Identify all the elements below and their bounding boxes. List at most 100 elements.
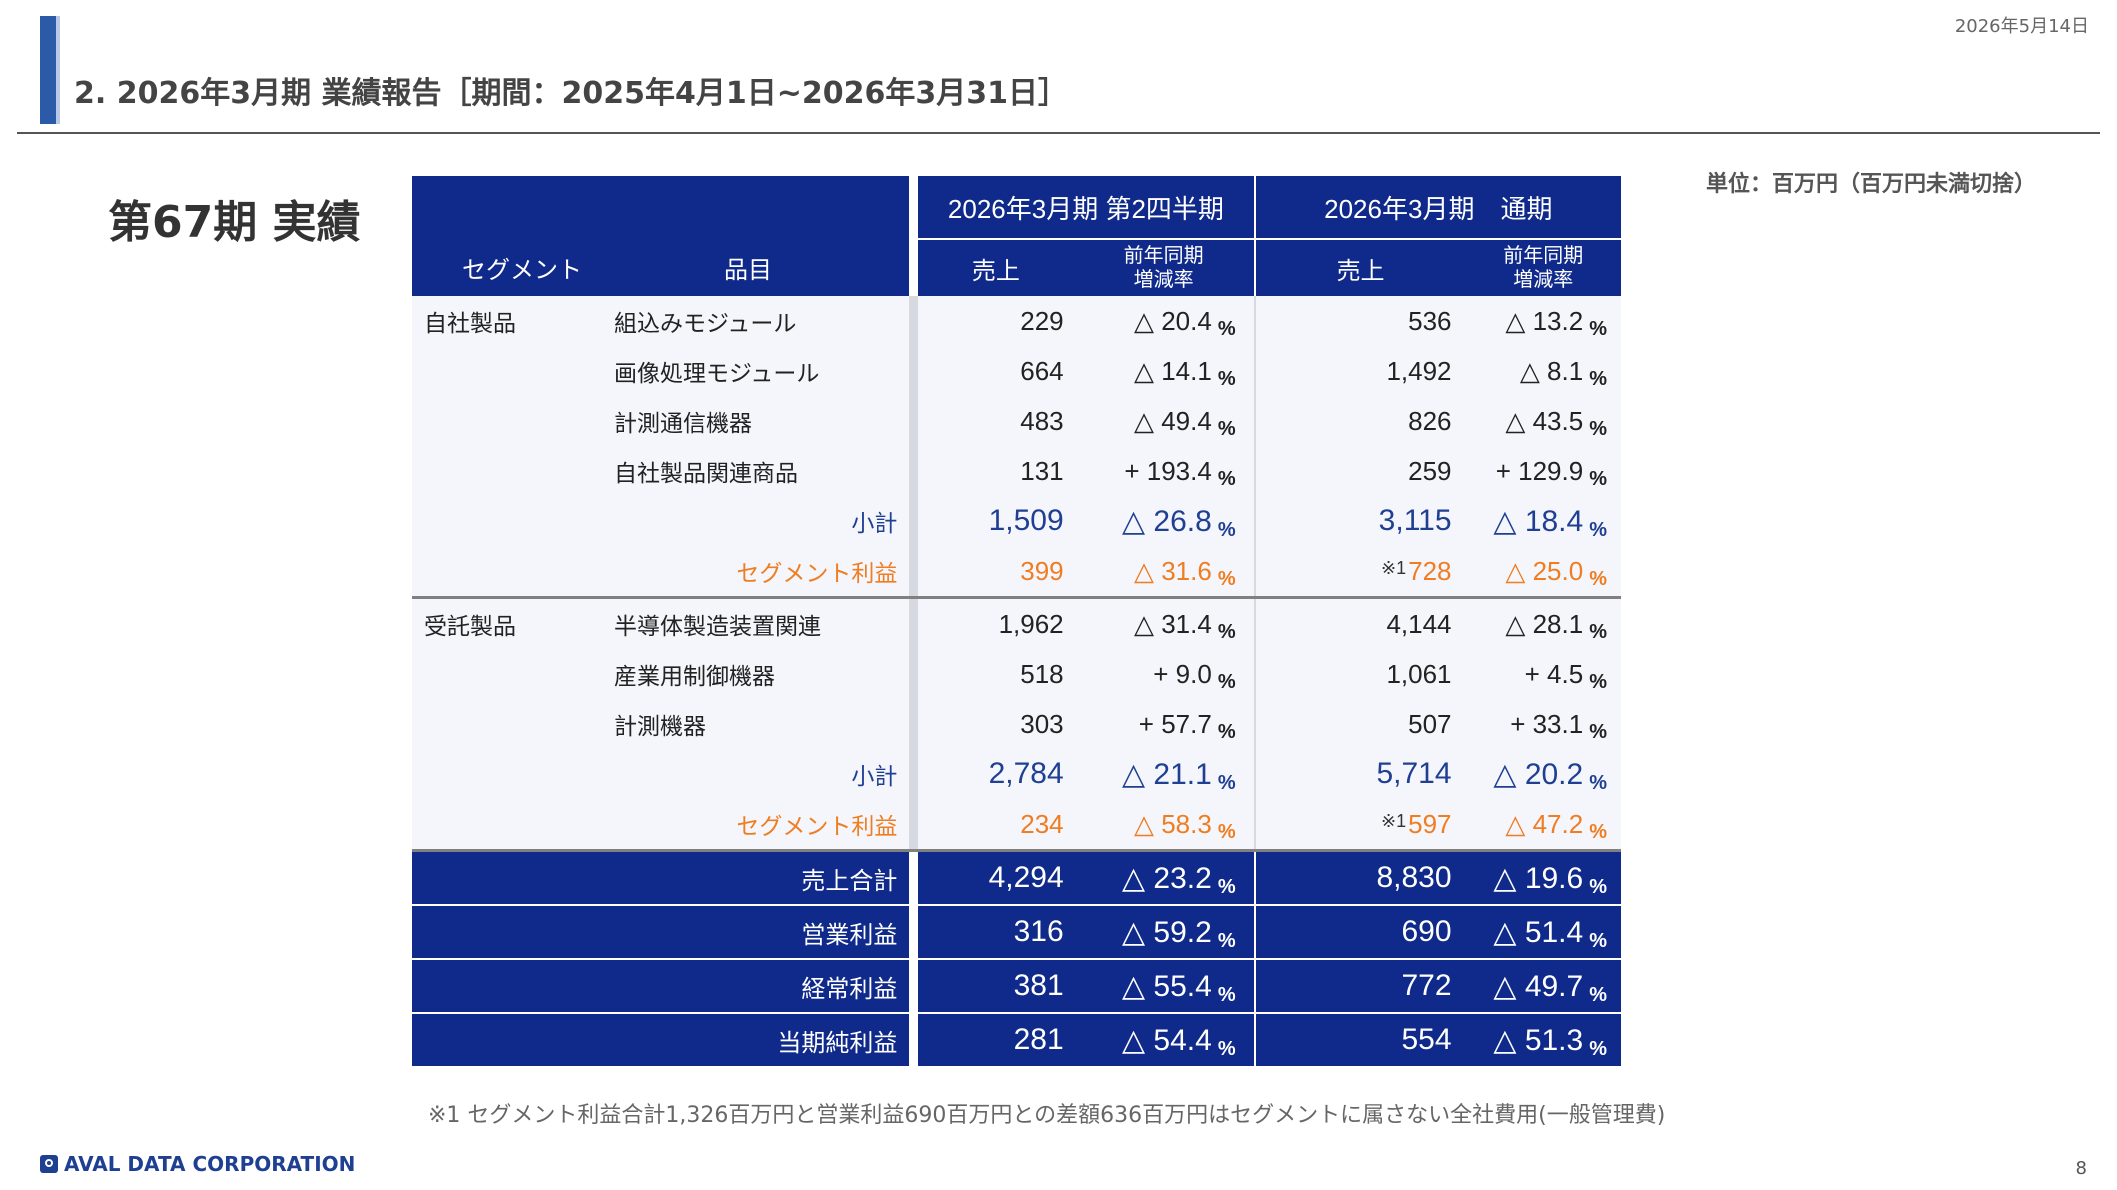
column-separator — [909, 396, 919, 446]
q2-yoy: △ 59.2% — [1073, 904, 1255, 959]
full-sales: 536 — [1253, 296, 1466, 346]
q2-sales: 518 — [918, 649, 1074, 699]
item-name: 自社製品関連商品 — [614, 446, 910, 496]
q2-yoy: △ 55.4% — [1073, 958, 1255, 1013]
q2-yoy: △ 58.3% — [1073, 799, 1255, 852]
q2-yoy: △ 23.2% — [1073, 849, 1255, 905]
full-sales: 4,144 — [1253, 597, 1466, 649]
percent-sign: % — [1217, 875, 1236, 898]
report-date: 2026年5月14日 — [1954, 16, 2089, 37]
q2-yoy: + 9.0% — [1073, 649, 1255, 699]
column-separator — [909, 496, 919, 546]
column-separator — [909, 699, 919, 749]
percent-sign: % — [1589, 670, 1607, 693]
q2-sales: 381 — [918, 958, 1074, 1013]
q2-yoy: △ 49.4% — [1073, 396, 1255, 446]
header-sales-full: 売上 — [1253, 238, 1466, 296]
header-item: 品目 — [614, 239, 910, 296]
segment-profit-label: セグメント利益 — [614, 799, 910, 852]
full-sales: 1,061 — [1253, 649, 1466, 699]
percent-sign: % — [1589, 367, 1607, 390]
percent-sign: % — [1217, 670, 1236, 693]
percent-sign: % — [1217, 620, 1236, 643]
column-separator — [909, 546, 919, 599]
total-label: 当期純利益 — [412, 1012, 910, 1066]
subtotal-label: 小計 — [614, 749, 910, 799]
column-separator — [909, 904, 919, 959]
column-separator — [909, 799, 919, 852]
table-row: 計測通信機器 483 △ 49.4% 826 △ 43.5% — [412, 396, 1621, 446]
column-separator — [909, 849, 919, 905]
subtotal-row: 小計 1,509 △ 26.8% 3,115 △ 18.4% — [412, 496, 1621, 546]
header-segment: セグメント — [412, 239, 615, 296]
q2-yoy: + 57.7% — [1073, 699, 1255, 749]
table-header-periods: 2026年3月期 第2四半期 2026年3月期 通期 — [412, 176, 1621, 239]
percent-sign: % — [1589, 317, 1607, 340]
table-row: 自社製品 組込みモジュール 229 △ 20.4% 536 △ 13.2% — [412, 296, 1621, 599]
full-yoy: △ 25.0% — [1465, 546, 1621, 599]
column-separator — [909, 446, 919, 496]
q2-sales: 2,784 — [918, 749, 1074, 799]
percent-sign: % — [1217, 1037, 1236, 1060]
results-table: 2026年3月期 第2四半期 2026年3月期 通期 セグメント 品目 売上 前… — [412, 176, 1621, 1066]
total-label: 営業利益 — [412, 904, 910, 959]
q2-sales: 483 — [918, 396, 1074, 446]
segment-profit-row: セグメント利益 399 △ 31.6% ※1728 △ 25.0% — [412, 546, 1621, 599]
header-period-full: 2026年3月期 通期 — [1253, 176, 1621, 239]
footnote-mark: ※1 — [1381, 557, 1407, 578]
percent-sign: % — [1589, 929, 1607, 952]
q2-sales: 4,294 — [918, 849, 1074, 905]
q2-sales: 281 — [918, 1012, 1074, 1066]
q2-sales: 303 — [918, 699, 1074, 749]
table-row: 計測機器 303 + 57.7% 507 + 33.1% — [412, 699, 1621, 749]
full-yoy: △ 28.1% — [1465, 597, 1621, 649]
title-accent-bar — [40, 16, 56, 124]
full-sales: 5,714 — [1253, 749, 1466, 799]
percent-sign: % — [1589, 820, 1607, 843]
header-yoy-q2: 前年同期 増減率 — [1073, 238, 1255, 296]
q2-sales: 399 — [918, 546, 1074, 599]
percent-sign: % — [1589, 1037, 1607, 1060]
full-sales: ※1728 — [1253, 546, 1466, 599]
percent-sign: % — [1589, 983, 1607, 1006]
q2-sales: 1,962 — [918, 597, 1074, 649]
full-yoy: △ 18.4% — [1465, 496, 1621, 546]
header-yoy-full: 前年同期 増減率 — [1465, 238, 1621, 296]
percent-sign: % — [1589, 567, 1607, 590]
column-separator — [909, 346, 919, 396]
column-separator — [909, 296, 919, 346]
full-sales: 772 — [1253, 958, 1466, 1013]
percent-sign: % — [1217, 820, 1236, 843]
column-separator — [909, 649, 919, 699]
section-title: 第67期 実績 — [108, 197, 361, 248]
logo-icon — [40, 1155, 58, 1173]
q2-sales: 131 — [918, 446, 1074, 496]
full-yoy: △ 51.3% — [1465, 1012, 1621, 1066]
item-name: 産業用制御機器 — [614, 649, 910, 699]
total-row: 当期純利益 281 △ 54.4% 554 △ 51.3% — [412, 1012, 1621, 1066]
percent-sign: % — [1217, 518, 1236, 541]
full-sales: 690 — [1253, 904, 1466, 959]
full-sales: 8,830 — [1253, 849, 1466, 905]
column-separator — [909, 597, 919, 649]
full-yoy: + 4.5% — [1465, 649, 1621, 699]
percent-sign: % — [1217, 567, 1236, 590]
q2-yoy: △ 21.1% — [1073, 749, 1255, 799]
q2-yoy: △ 20.4% — [1073, 296, 1255, 346]
total-row: 営業利益 316 △ 59.2% 690 △ 51.4% — [412, 904, 1621, 959]
percent-sign: % — [1589, 417, 1607, 440]
percent-sign: % — [1589, 720, 1607, 743]
table-row: 受託製品 半導体製造装置関連 1,962 △ 31.4% 4,144 △ 28.1% — [412, 597, 1621, 852]
total-row: 経常利益 381 △ 55.4% 772 △ 49.7% — [412, 958, 1621, 1013]
percent-sign: % — [1217, 317, 1236, 340]
column-separator — [909, 958, 919, 1013]
full-yoy: △ 13.2% — [1465, 296, 1621, 346]
total-row: 売上合計 4,294 △ 23.2% 8,830 △ 19.6% — [412, 849, 1621, 905]
subtotal-label: 小計 — [614, 496, 910, 546]
percent-sign: % — [1589, 771, 1607, 794]
item-name: 組込みモジュール — [614, 296, 910, 346]
percent-sign: % — [1589, 875, 1607, 898]
segment-profit-row: セグメント利益 234 △ 58.3% ※1597 △ 47.2% — [412, 799, 1621, 852]
q2-sales: 664 — [918, 346, 1074, 396]
q2-yoy: + 193.4% — [1073, 446, 1255, 496]
